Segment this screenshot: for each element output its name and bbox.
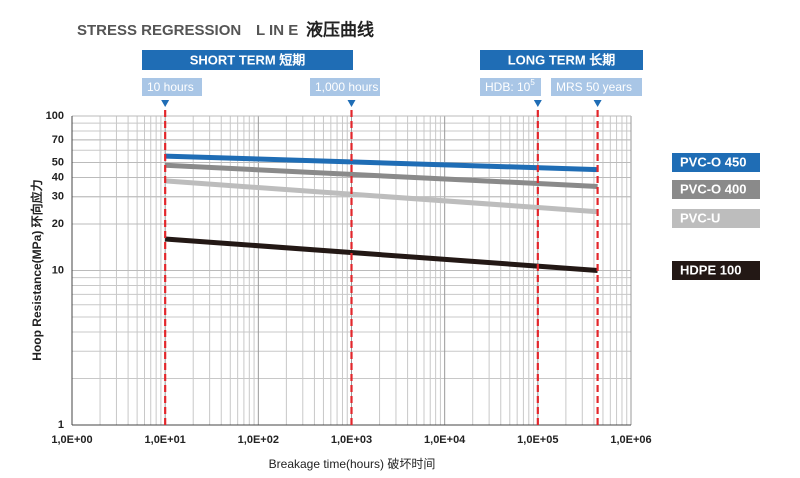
legend-label: PVC-O 450 [680,154,746,169]
y-tick-label: 100 [46,110,64,122]
reference-marker [533,100,542,107]
chart-subtitle: L IN E [256,22,298,39]
x-tick-label: 1,0E+02 [238,434,279,446]
series-line [164,236,598,273]
chart-title-cn: 液压曲线 [306,19,374,39]
reference-label: HDB: 105 [485,78,535,94]
reference-label: MRS 50 years [556,80,632,94]
banner [142,50,353,70]
x-axis-label: Breakage time(hours) 破坏时间 [269,456,436,471]
y-tick-label: 1 [58,419,64,431]
x-tick-label: 1,0E+04 [424,434,466,446]
legend-swatch [672,180,760,199]
banner [480,50,643,70]
y-tick-label: 20 [52,218,64,230]
legend-label: PVC-O 400 [680,181,746,196]
y-tick-label: 70 [52,134,64,146]
reference-marker [593,100,602,107]
y-tick-label: 30 [52,191,64,203]
chart-title: STRESS REGRESSION [77,22,241,39]
x-tick-label: 1,0E+01 [145,434,186,446]
reference-label: 1,000 hours [315,80,378,94]
x-tick-label: 1,0E+00 [51,434,92,446]
reference-marker [161,100,170,107]
series-line [164,178,598,215]
reference-label: 10 hours [147,80,194,94]
y-tick-label: 40 [52,171,64,183]
legend-label: HDPE 100 [680,262,741,277]
reference-label-box [551,78,642,96]
legend-swatch [672,153,760,172]
banner-label: SHORT TERM 短期 [190,52,306,67]
banner-label: LONG TERM 长期 [508,52,616,67]
reference-label-text: MRS 50 years [556,80,632,94]
series-line [165,162,598,189]
x-tick-label: 1,0E+06 [610,434,651,446]
x-tick-label: 1,0E+05 [517,434,558,446]
reference-label-text: 1,000 hours [315,80,378,94]
reference-label-box [480,78,541,96]
y-axis-label: Hoop Resistance(MPa) 环向应力 [29,179,44,360]
reference-label-text: HDB: 10 [485,80,531,94]
reference-label-box [310,78,380,96]
reference-label-superscript: 5 [530,78,535,87]
y-tick-label: 10 [52,264,64,276]
reference-label-text: 10 hours [147,80,194,94]
legend-swatch [672,261,760,280]
legend-swatch [672,209,760,228]
legend-label: PVC-U [680,210,720,225]
y-tick-label: 50 [52,156,64,168]
reference-label-box [142,78,202,96]
series-line [165,153,598,173]
reference-marker [347,100,356,107]
x-tick-label: 1,0E+03 [331,434,372,446]
